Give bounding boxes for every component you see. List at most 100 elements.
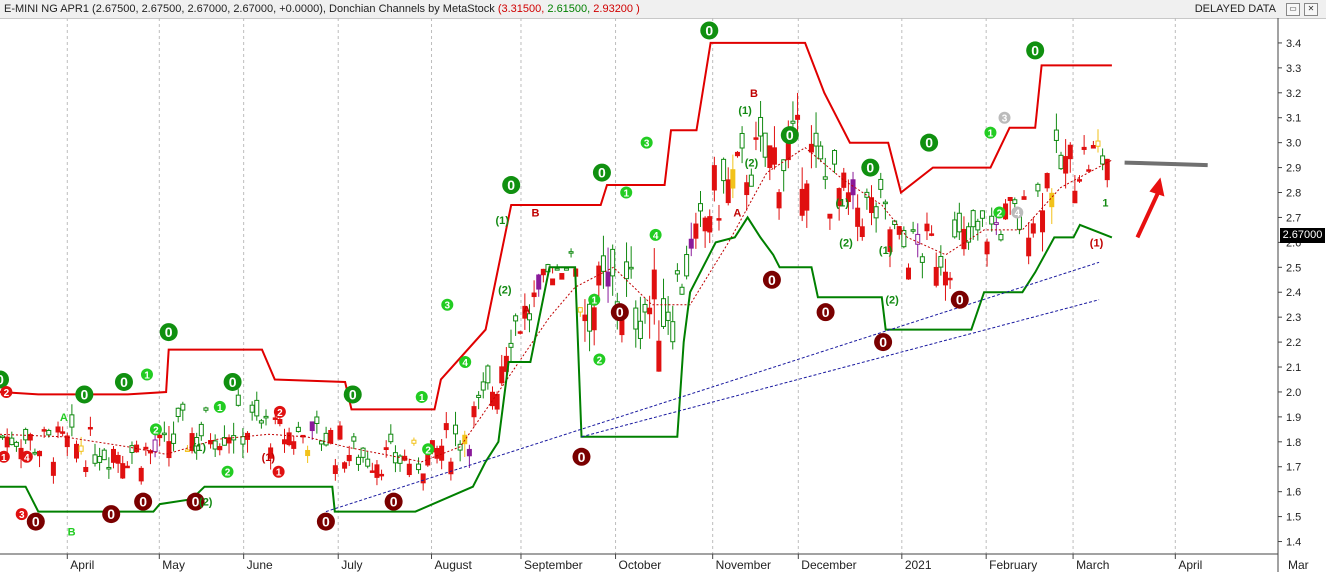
candle-body: [1100, 155, 1106, 165]
wave-zero-label: 0: [866, 160, 874, 176]
wave-zero-label: 0: [578, 449, 586, 465]
candle-body: [956, 212, 962, 233]
candle-body: [559, 273, 565, 280]
price-chart[interactable]: 0000000000000000000000000ABBABA341231412…: [0, 18, 1326, 572]
wave-number-label: 2: [597, 356, 603, 367]
wave-number-marker: [649, 228, 662, 241]
wave-zero-label: 0: [165, 324, 173, 340]
candle-body: [411, 439, 417, 444]
time-tick-label: November: [716, 558, 771, 572]
price-tick-label: 2.7: [1286, 212, 1301, 224]
last-price-label: 2.67000: [1280, 228, 1325, 243]
candle-body: [832, 150, 838, 165]
candle-body: [365, 458, 371, 467]
wave-zero-marker: [700, 21, 719, 40]
wave-number-marker: [593, 353, 606, 366]
candle-body: [466, 448, 472, 457]
candle-body: [642, 303, 648, 313]
candle-body: [1035, 183, 1041, 192]
candle-body: [628, 266, 634, 270]
price-tick-label: 2.1: [1286, 362, 1301, 374]
candle-body: [1012, 199, 1018, 205]
price-tick-label: 2.4: [1286, 287, 1301, 299]
candle-body: [115, 454, 121, 464]
candle-body: [443, 423, 449, 431]
price-axis: 1.41.51.61.71.81.92.02.12.22.32.42.52.62…: [1277, 18, 1301, 572]
wave-number-label: 2: [4, 388, 10, 399]
time-tick-label: February: [989, 558, 1037, 572]
price-tick-label: 1.4: [1286, 537, 1301, 549]
wave-zero-marker: [384, 492, 403, 511]
wave-zero-label: 0: [1031, 42, 1039, 58]
wave-zero-marker: [159, 323, 178, 342]
candle-body: [818, 145, 824, 160]
candle-body: [1058, 154, 1064, 170]
candle-body: [624, 261, 630, 280]
candle-body: [346, 454, 352, 462]
candle-body: [124, 465, 130, 469]
price-tick-label: 2.2: [1286, 337, 1301, 349]
candle-body: [0, 435, 6, 439]
candle-body: [919, 256, 925, 263]
candle-body: [1095, 140, 1101, 147]
wave-text-label: (1): [1090, 237, 1104, 249]
wave-number-label: 1: [144, 371, 150, 382]
chart-grid: [66, 18, 1176, 554]
donchian-upper-line: [0, 41, 1112, 411]
wave-text-label: A: [523, 305, 531, 317]
candlesticks: [0, 92, 1110, 491]
candle-body: [4, 436, 10, 448]
wave-zero-marker: [816, 303, 835, 322]
wave-text-label: (1): [835, 197, 849, 209]
arrow-head: [1149, 177, 1165, 197]
candle-body: [184, 449, 190, 452]
restore-button[interactable]: ▭: [1286, 3, 1300, 16]
wave-zero-label: 0: [349, 386, 357, 402]
price-tick-label: 2.3: [1286, 312, 1301, 324]
time-tick-label: August: [435, 558, 473, 572]
candle-body: [513, 315, 519, 322]
candle-body: [291, 441, 297, 449]
candle-body: [878, 178, 884, 190]
candle-body: [217, 446, 223, 451]
close-button[interactable]: ✕: [1304, 3, 1318, 16]
candle-body: [1021, 196, 1027, 200]
wave-number-marker: [20, 450, 33, 463]
candle-body: [975, 220, 981, 231]
wave-text-label: (1): [879, 245, 893, 257]
price-tick-label: 1.8: [1286, 437, 1301, 449]
candle-body: [379, 473, 385, 477]
candle-body: [397, 455, 403, 464]
wave-number-label: 4: [24, 453, 30, 464]
wave-text-label: A: [733, 207, 741, 219]
price-tick-label: 2.9: [1286, 163, 1301, 175]
wave-number-label: 2: [997, 208, 1003, 219]
candle-body: [249, 404, 255, 413]
candle-body: [670, 321, 676, 343]
donchian-mid-line: [0, 146, 1113, 463]
wave-zero-marker: [920, 133, 939, 152]
time-tick-label: Mar: [1288, 558, 1309, 572]
candle-body: [605, 271, 611, 287]
indicator-paren-close: ): [636, 3, 640, 15]
price-tick-label: 2.5: [1286, 262, 1301, 274]
candle-body: [268, 447, 274, 459]
candle-body: [582, 314, 588, 322]
wave-zero-marker: [75, 385, 94, 404]
candle-body: [531, 292, 537, 298]
indicator-paren-open: (: [497, 3, 502, 15]
wave-zero-marker: [26, 512, 45, 531]
wave-zero-label: 0: [925, 135, 933, 151]
price-tick-label: 2.8: [1286, 188, 1301, 200]
candle-body: [637, 320, 643, 339]
candle-body: [725, 179, 731, 204]
candle-body: [485, 365, 491, 384]
wave-text-label: B: [750, 88, 758, 100]
candle-body: [508, 342, 514, 348]
wave-zero-marker: [610, 303, 629, 322]
candle-body: [998, 233, 1004, 241]
candle-body: [568, 251, 574, 254]
wave-number-label: 3: [644, 139, 650, 150]
wave-text-label: (1): [496, 215, 510, 227]
wave-number-marker: [273, 405, 286, 418]
